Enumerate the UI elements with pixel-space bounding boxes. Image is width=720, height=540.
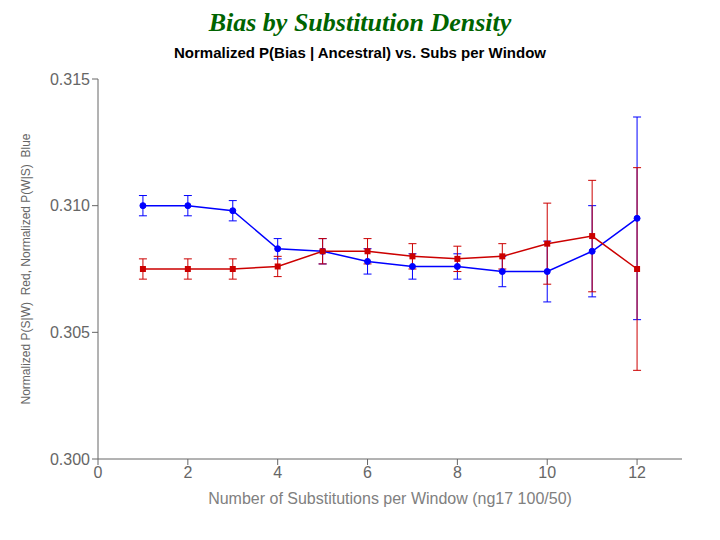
svg-text:Normalized P(S|W) Red, Normal: Normalized P(S|W) Red, Normalized P(W|S)… — [19, 133, 33, 404]
svg-text:6: 6 — [363, 464, 372, 481]
svg-text:8: 8 — [453, 464, 462, 481]
svg-text:4: 4 — [273, 464, 282, 481]
svg-text:0.315: 0.315 — [50, 71, 90, 88]
svg-text:12: 12 — [628, 464, 646, 481]
svg-text:0: 0 — [94, 464, 103, 481]
svg-text:10: 10 — [538, 464, 556, 481]
svg-text:0.300: 0.300 — [50, 451, 90, 468]
svg-text:2: 2 — [183, 464, 192, 481]
svg-text:0.305: 0.305 — [50, 324, 90, 341]
html-text:Bias by Substitution Density: Bias by Substitution Density — [208, 8, 512, 37]
html-text:Normalized P(Bias | Ancestral): Normalized P(Bias | Ancestral) vs. Subs … — [174, 44, 546, 61]
svg-text:0.310: 0.310 — [50, 197, 90, 214]
svg-text:Number of Substitutions per Wi: Number of Substitutions per Window (ng17… — [208, 490, 572, 507]
